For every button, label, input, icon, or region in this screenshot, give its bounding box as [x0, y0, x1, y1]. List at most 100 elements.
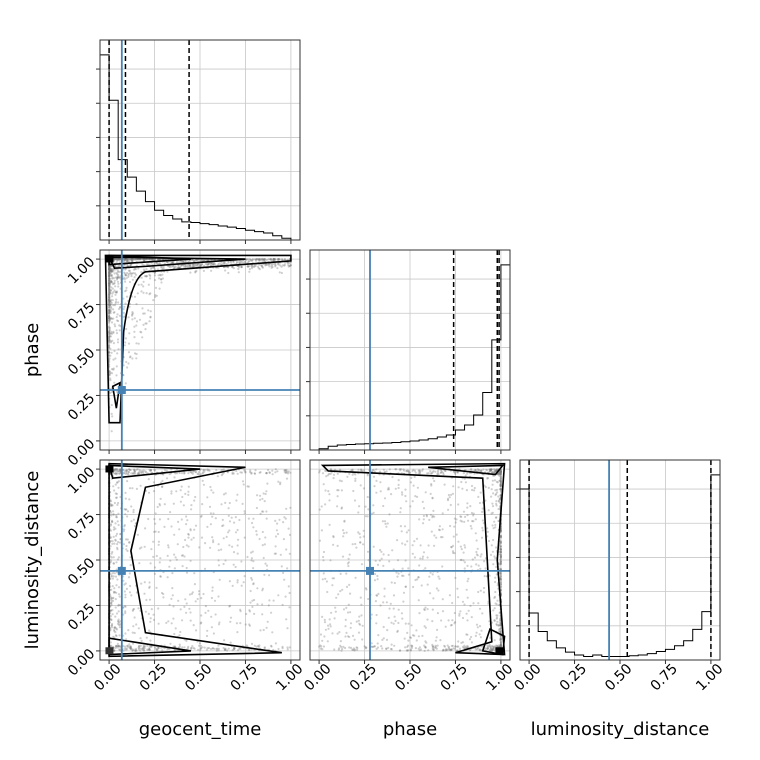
sample-point: [414, 647, 417, 650]
sample-point: [125, 258, 128, 261]
sample-point: [108, 287, 111, 290]
sample-point: [476, 547, 479, 550]
sample-point: [113, 258, 116, 261]
sample-point: [460, 548, 463, 551]
sample-point: [217, 644, 220, 647]
sample-point: [173, 567, 176, 570]
sample-point: [360, 563, 364, 566]
sample-point: [142, 649, 146, 652]
sample-point: [163, 503, 166, 506]
sample-point: [269, 258, 272, 261]
sample-point: [461, 487, 464, 490]
sample-point: [124, 273, 127, 277]
sample-point: [272, 258, 275, 261]
sample-point: [236, 552, 239, 555]
sample-point: [339, 590, 342, 593]
sample-point: [228, 501, 231, 505]
sample-point: [161, 485, 164, 488]
sample-point: [108, 359, 111, 362]
sample-point: [407, 529, 410, 532]
sample-point: [499, 555, 502, 558]
sample-point: [139, 484, 142, 487]
sample-point: [118, 258, 121, 261]
sample-point: [172, 266, 176, 269]
sample-point: [116, 578, 119, 581]
sample-point: [109, 341, 113, 344]
sample-point: [252, 526, 255, 529]
sample-point: [170, 525, 173, 528]
sample-point: [423, 649, 426, 653]
sample-point: [340, 480, 343, 483]
sample-point: [109, 303, 112, 306]
sample-point: [112, 342, 115, 345]
sample-point: [172, 261, 175, 264]
sample-point: [402, 600, 405, 603]
sample-point: [256, 265, 260, 268]
sample-point: [402, 468, 405, 471]
sample-point: [200, 514, 203, 517]
sample-point: [232, 648, 235, 651]
sample-point: [109, 277, 112, 280]
sample-point: [235, 499, 238, 502]
sample-point: [422, 514, 425, 518]
sample-point: [184, 265, 187, 268]
sample-point: [111, 332, 114, 335]
sample-point: [425, 514, 428, 517]
sample-point: [108, 295, 111, 298]
sample-point: [117, 274, 120, 277]
sample-point: [264, 492, 267, 496]
sample-point: [252, 582, 255, 585]
sample-point: [126, 366, 129, 369]
sample-point: [261, 258, 264, 261]
sample-point: [219, 263, 222, 266]
sample-point: [228, 529, 231, 532]
sample-point: [158, 561, 161, 564]
sample-point: [376, 563, 380, 567]
scatter-panel-phase-vs-luminosity-distance: [310, 460, 510, 664]
sample-point: [251, 258, 254, 261]
sample-point: [126, 510, 130, 513]
sample-point: [227, 514, 230, 517]
sample-point: [448, 648, 451, 651]
sample-point: [232, 261, 235, 264]
sample-point: [180, 485, 183, 488]
sample-point: [209, 523, 212, 526]
sample-point: [182, 265, 185, 268]
sample-point: [236, 581, 239, 584]
sample-point: [203, 646, 206, 649]
sample-point: [199, 259, 202, 262]
sample-point: [134, 258, 137, 261]
sample-point: [454, 472, 457, 475]
sample-point: [348, 553, 351, 556]
sample-point: [113, 572, 116, 575]
sample-point: [173, 632, 176, 636]
sample-point: [127, 269, 131, 272]
sample-point: [108, 279, 111, 282]
sample-point: [249, 589, 252, 593]
sample-point: [469, 604, 472, 608]
sample-point: [140, 283, 143, 286]
sample-point: [108, 354, 111, 357]
sample-point: [115, 561, 118, 564]
sample-point: [409, 636, 413, 639]
sample-point: [487, 539, 491, 543]
sample-point: [280, 265, 283, 268]
sample-point: [108, 272, 111, 275]
sample-point: [108, 293, 111, 297]
sample-point: [171, 572, 174, 575]
sample-point: [383, 587, 386, 590]
sample-point: [108, 282, 111, 285]
sample-point: [288, 264, 291, 267]
sample-point: [495, 480, 498, 483]
sample-point: [155, 261, 158, 264]
sample-point: [185, 611, 188, 614]
sample-point: [459, 519, 462, 522]
sample-point: [289, 264, 292, 267]
sample-point: [112, 513, 115, 516]
sample-point: [236, 493, 239, 496]
sample-point: [112, 510, 115, 513]
sample-point: [142, 291, 145, 294]
sample-point: [116, 313, 119, 316]
sample-point: [111, 276, 114, 279]
sample-point: [110, 351, 113, 354]
